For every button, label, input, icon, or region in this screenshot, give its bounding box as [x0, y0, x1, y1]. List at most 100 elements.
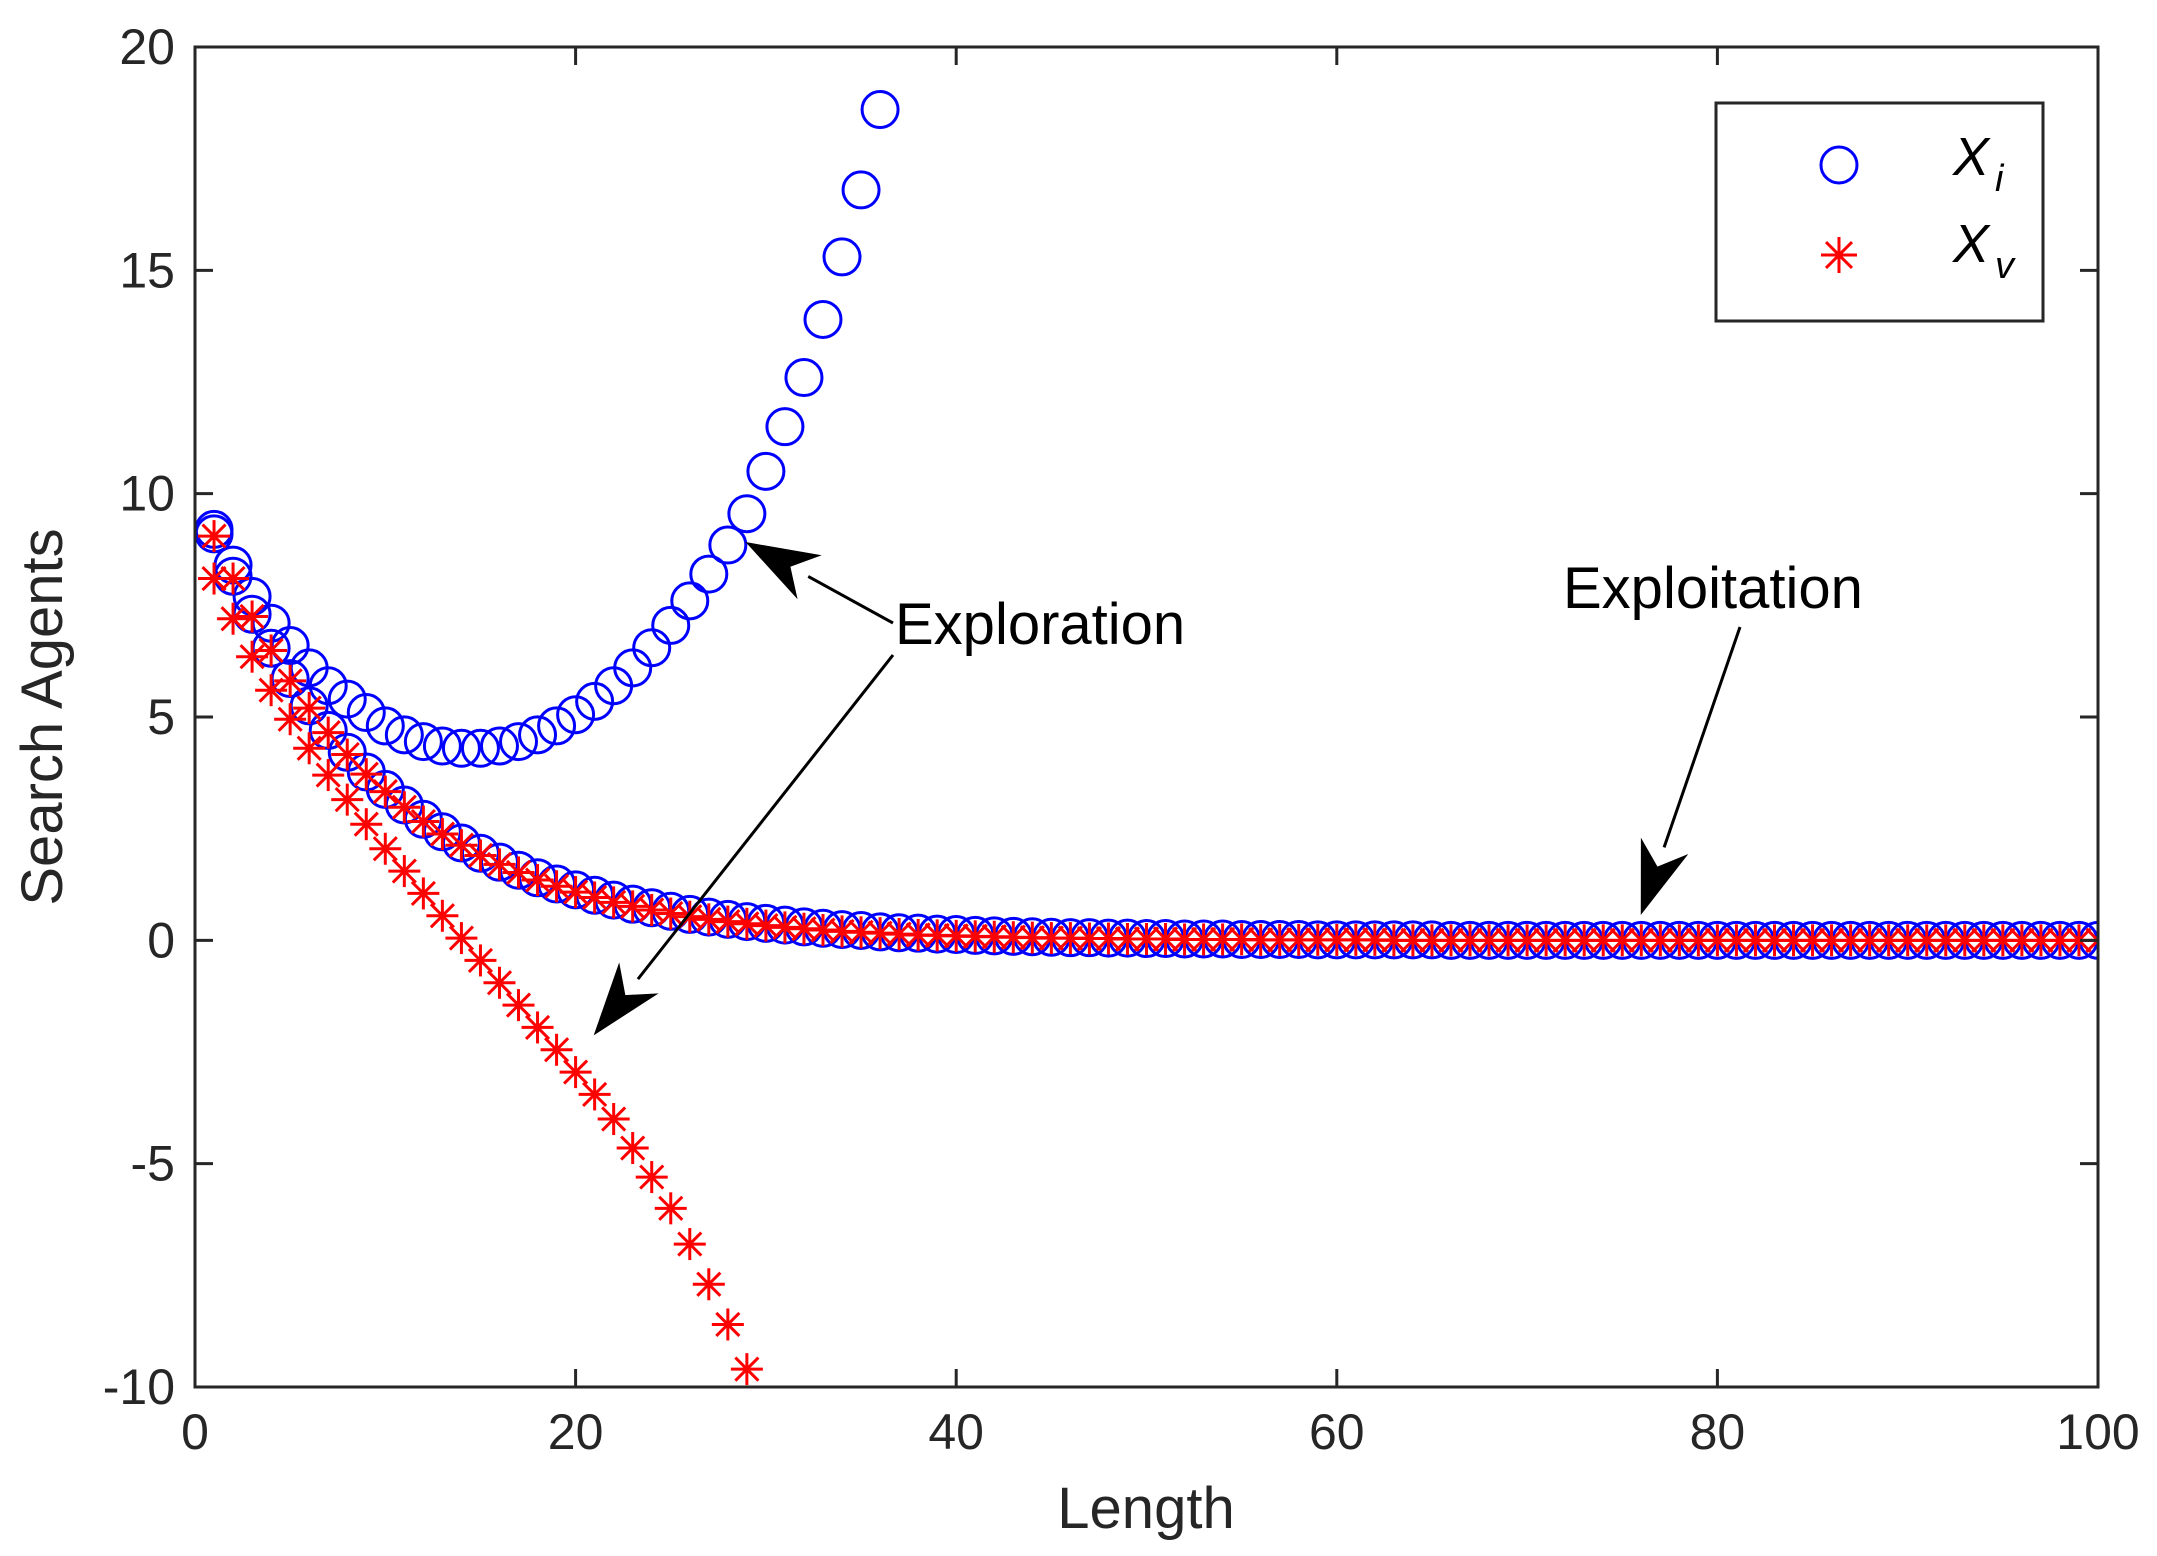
point-asterisk-s3-40 [959, 920, 992, 953]
point-circle-s0-11 [403, 722, 443, 762]
point-asterisk-s2-19 [559, 1056, 592, 1089]
point-asterisk-s3-95 [2005, 924, 2038, 957]
point-asterisk-s2-16 [502, 989, 535, 1022]
x-axis-title: Length [1057, 1476, 1234, 1541]
point-circle-s0-28 [727, 494, 767, 534]
point-asterisk-s2-28 [730, 1353, 763, 1386]
point-asterisk-s3-68 [1492, 924, 1525, 957]
point-asterisk-s3-75 [1625, 924, 1658, 957]
point-asterisk-s3-34 [845, 916, 878, 949]
point-asterisk-s2-6 [312, 759, 345, 792]
point-asterisk-s2-27 [711, 1308, 744, 1341]
plot-marks [195, 90, 2098, 1386]
point-asterisk-s2-24 [654, 1192, 687, 1225]
point-asterisk-s3-89 [1891, 924, 1924, 957]
point-asterisk-s3-12 [426, 818, 459, 851]
y-tick-label-4: 10 [119, 466, 175, 522]
point-asterisk-s2-10 [388, 855, 421, 888]
legend-marker-xv [1821, 237, 1857, 273]
point-asterisk-s2-11 [407, 877, 440, 910]
legend-box [1714, 101, 2045, 323]
point-asterisk-s2-23 [635, 1161, 668, 1194]
point-asterisk-s2-25 [673, 1228, 706, 1261]
point-asterisk-s3-9 [369, 775, 402, 808]
point-asterisk-s2-9 [369, 832, 402, 865]
point-asterisk-s3-57 [1282, 923, 1315, 956]
annotation-exploration: Exploration [895, 592, 1185, 657]
point-asterisk-s2-13 [445, 922, 478, 955]
point-asterisk-s2-17 [521, 1011, 554, 1044]
point-circle-s0-29 [746, 451, 786, 491]
y-tick-label-0: -10 [103, 1359, 175, 1415]
point-asterisk-s3-4 [274, 664, 307, 697]
point-circle-s0-16 [499, 722, 539, 762]
point-asterisk-s3-65 [1434, 924, 1467, 957]
point-asterisk-s3-46 [1073, 922, 1106, 955]
point-asterisk-s3-6 [312, 716, 345, 749]
point-asterisk-s3-62 [1377, 924, 1410, 957]
point-asterisk-s2-14 [464, 944, 497, 977]
point-circle-s0-17 [518, 715, 558, 755]
exploration-arrow-lower [593, 654, 895, 1036]
point-circle-s0-26 [689, 554, 729, 594]
point-asterisk-s2-5 [293, 732, 326, 765]
point-asterisk-s3-11 [407, 805, 440, 838]
y-tick-label-6: 20 [119, 19, 175, 75]
point-asterisk-s3-58 [1301, 923, 1334, 956]
point-asterisk-s3-20 [578, 881, 611, 914]
y-tick-label-3: 5 [147, 689, 175, 745]
point-asterisk-s3-72 [1568, 924, 1601, 957]
y-tick-label-2: 0 [147, 912, 175, 968]
point-circle-s0-8 [346, 693, 386, 733]
point-asterisk-s2-7 [331, 783, 364, 816]
point-asterisk-s3-2 [236, 600, 269, 633]
point-circle-s0-30 [765, 407, 805, 447]
point-circle-s0-31 [784, 358, 824, 398]
point-asterisk-s3-3 [255, 634, 288, 667]
point-asterisk-s3-66 [1454, 924, 1487, 957]
point-asterisk-s2-21 [597, 1103, 630, 1135]
point-asterisk-s3-21 [597, 886, 630, 919]
point-circle-s0-19 [556, 695, 596, 735]
point-asterisk-s3-69 [1511, 924, 1544, 957]
series-2 [198, 562, 763, 1386]
annotations: Exploration Exploitation [593, 542, 1863, 1036]
point-circle-s0-18 [537, 706, 577, 746]
point-asterisk-s3-5 [293, 692, 326, 725]
y-axis-title: Search Agents [10, 528, 75, 905]
series-0 [195, 90, 900, 768]
point-circle-s0-32 [803, 299, 843, 339]
point-asterisk-s3-32 [806, 914, 839, 947]
point-asterisk-s3-59 [1320, 923, 1353, 956]
exploration-arrow-upper [745, 542, 894, 625]
point-asterisk-s3-10 [388, 791, 421, 824]
point-circle-s0-33 [822, 237, 862, 277]
point-asterisk-s2-4 [274, 703, 307, 736]
point-asterisk-s3-52 [1187, 923, 1220, 956]
point-asterisk-s2-18 [540, 1033, 573, 1066]
point-asterisk-s2-8 [350, 808, 383, 841]
point-asterisk-s3-35 [864, 917, 897, 950]
point-asterisk-s3-56 [1263, 923, 1296, 956]
point-asterisk-s3-73 [1587, 924, 1620, 957]
point-asterisk-s3-94 [1986, 924, 2019, 957]
x-tick-label-2: 40 [928, 1404, 984, 1460]
point-circle-s0-9 [365, 706, 405, 746]
point-circle-s0-13 [441, 728, 481, 768]
point-asterisk-s2-20 [578, 1078, 611, 1111]
point-asterisk-s2-15 [483, 966, 516, 999]
x-tick-label-4: 80 [1690, 1404, 1746, 1460]
point-circle-s0-23 [632, 628, 672, 668]
point-asterisk-s3-82 [1758, 924, 1791, 957]
point-asterisk-s3-70 [1530, 924, 1563, 957]
point-asterisk-s3-7 [331, 738, 364, 771]
x-tick-label-5: 100 [2056, 1404, 2139, 1460]
point-circle-s0-15 [479, 726, 519, 766]
point-circle-s0-35 [860, 90, 900, 130]
point-asterisk-s3-13 [445, 829, 478, 862]
point-circle-s0-12 [422, 726, 462, 766]
axes [193, 45, 2100, 1389]
